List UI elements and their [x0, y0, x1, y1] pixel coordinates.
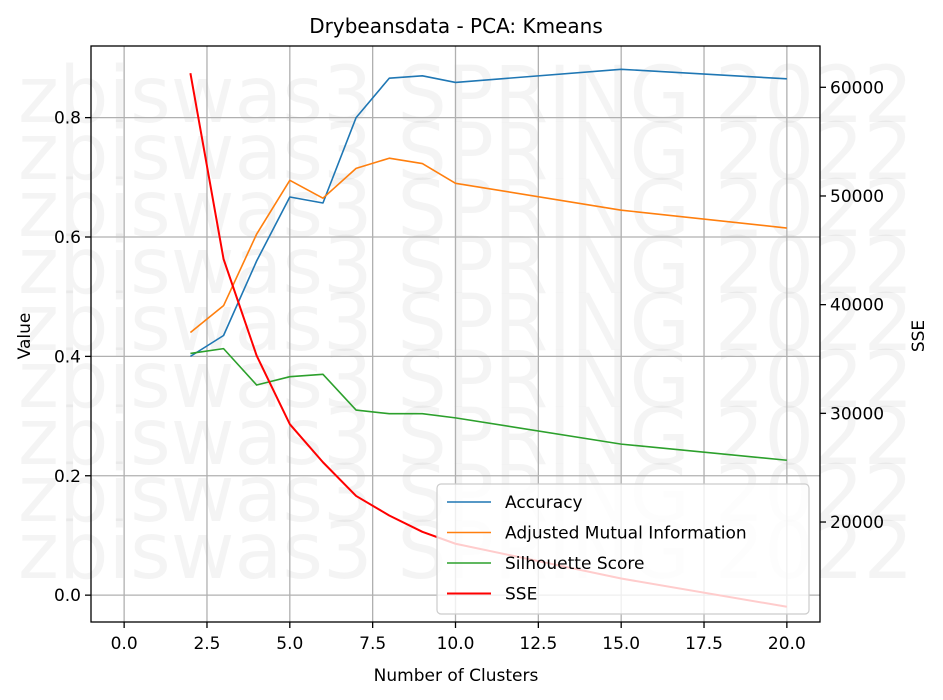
y-axis-label: Value [15, 313, 35, 360]
y-tick-label: 0.6 [54, 228, 81, 248]
x-tick-label: 5.0 [276, 634, 303, 654]
x-axis-label: Number of Clusters [374, 666, 539, 686]
y2-tick-label: 30000 [830, 404, 884, 424]
watermark-text: zbiswas3 SPRING 2022 [18, 279, 913, 369]
axes: 0.0 2.5 5.0 7.5 10.0 12.5 15.0 17.5 20.0 0.0 0.2 0.… [54, 45, 884, 654]
series-line-silhouette-score [190, 347, 787, 462]
chart-title: Drybeansdata - PCA: Kmeans [309, 14, 603, 38]
y-tick-label: 0.8 [54, 109, 81, 129]
x-tick-label: 2.5 [193, 634, 220, 654]
y2-tick-label: 20000 [830, 513, 884, 533]
legend-label-accuracy: Accuracy [505, 493, 583, 513]
x-tick-label: 10.0 [437, 634, 475, 654]
legend-label-adjusted-mutual-information: Adjusted Mutual Information [505, 524, 747, 544]
watermark-text: zbiswas3 SPRING 2022 [18, 393, 913, 483]
legend: Accuracy Adjusted Mutual Information Silho… [436, 483, 810, 615]
y-tick-label: 0.2 [54, 467, 81, 487]
x-tick-label: 20.0 [768, 634, 806, 654]
watermark-text: zbiswas3 SPRING 2022 [18, 336, 913, 426]
y-tick-label: 0.4 [54, 347, 81, 367]
watermark-text: zbiswas3 SPRING 2022 [18, 108, 913, 198]
legend-label-sse: SSE [505, 585, 537, 605]
legend-box [436, 483, 810, 615]
y2-axis-label: SSE [909, 320, 929, 352]
x-tick-label: 12.5 [519, 634, 557, 654]
y-tick-label: 0.0 [54, 586, 81, 606]
x-tick-label: 0.0 [111, 634, 138, 654]
watermark-text: zbiswas3 SPRING 2022 [18, 51, 913, 141]
series-line-accuracy [189, 68, 787, 358]
watermark-text: zbiswas3 SPRING 2022 [18, 165, 913, 255]
x-tick-label: 7.5 [359, 634, 386, 654]
series-line-adjusted-mutual-information [189, 157, 787, 334]
y2-tick-label: 50000 [830, 187, 884, 207]
x-tick-label: 17.5 [685, 634, 723, 654]
x-tick-label: 15.0 [602, 634, 640, 654]
y2-tick-label: 40000 [830, 296, 884, 316]
legend-label-silhouette-score: Silhouette Score [505, 554, 644, 574]
y2-tick-label: 60000 [830, 78, 884, 98]
